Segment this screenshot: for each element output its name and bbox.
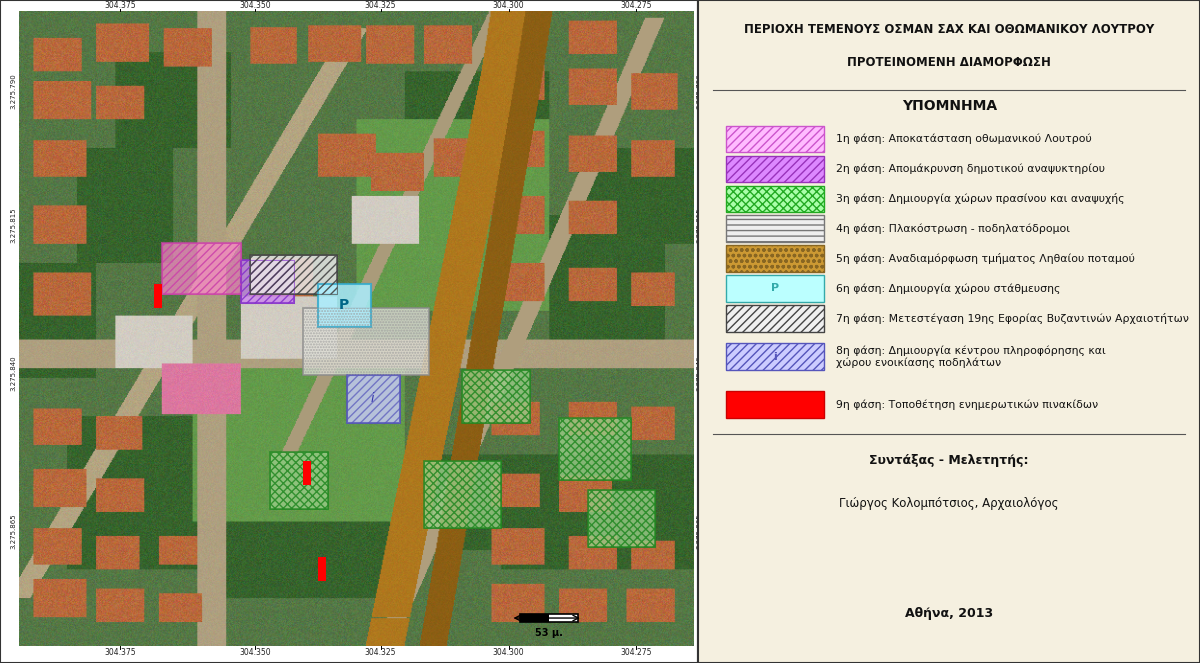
Text: i: i bbox=[371, 392, 374, 406]
Text: 304.350: 304.350 bbox=[240, 648, 271, 656]
Text: 3.275.815: 3.275.815 bbox=[696, 207, 702, 243]
Text: P: P bbox=[338, 298, 349, 312]
Text: 6η φάση: Δημιουργία χώρου στάθμευσης: 6η φάση: Δημιουργία χώρου στάθμευσης bbox=[836, 283, 1061, 294]
Bar bbox=[559, 418, 631, 480]
Bar bbox=[462, 370, 530, 423]
Text: Αθήνα, 2013: Αθήνα, 2013 bbox=[905, 607, 994, 620]
Bar bbox=[154, 284, 162, 308]
Bar bbox=[726, 343, 823, 370]
Bar bbox=[424, 461, 500, 528]
Bar bbox=[726, 186, 823, 212]
Bar bbox=[520, 614, 578, 622]
Text: 304.275: 304.275 bbox=[620, 648, 652, 656]
Text: 3.275.815: 3.275.815 bbox=[11, 207, 17, 243]
Bar bbox=[588, 490, 655, 547]
Bar bbox=[726, 215, 823, 242]
Text: 5η φάση: Αναδιαμόρφωση τμήματος Ληθαίου ποταμού: 5η φάση: Αναδιαμόρφωση τμήματος Ληθαίου … bbox=[836, 253, 1135, 264]
Bar bbox=[559, 418, 631, 480]
Bar bbox=[424, 461, 500, 528]
Text: P: P bbox=[770, 283, 779, 294]
Text: i: i bbox=[773, 351, 776, 362]
Text: ΥΠΟΜΝΗΜΑ: ΥΠΟΜΝΗΜΑ bbox=[901, 99, 997, 113]
Text: ΠΡΟΤΕΙΝΟΜΕΝΗ ΔΙΑΜΟΡΦΩΣΗ: ΠΡΟΤΕΙΝΟΜΕΝΗ ΔΙΑΜΟΡΦΩΣΗ bbox=[847, 56, 1051, 70]
Bar bbox=[251, 255, 337, 294]
Text: 304.350: 304.350 bbox=[240, 1, 271, 9]
Bar bbox=[162, 243, 241, 294]
Text: 304.325: 304.325 bbox=[365, 1, 396, 9]
Bar bbox=[588, 490, 655, 547]
Text: 3.275.840: 3.275.840 bbox=[696, 355, 702, 391]
Bar bbox=[347, 375, 400, 423]
Bar bbox=[270, 452, 328, 509]
Bar bbox=[726, 215, 823, 242]
Bar bbox=[162, 243, 241, 294]
Bar bbox=[520, 614, 550, 622]
Bar bbox=[318, 284, 371, 328]
Text: 3.275.865: 3.275.865 bbox=[696, 513, 702, 549]
Text: 4η φάση: Πλακόστρωση - ποδηλατόδρομοι: 4η φάση: Πλακόστρωση - ποδηλατόδρομοι bbox=[836, 223, 1070, 234]
Text: 8η φάση: Δημιουργία κέντρου πληροφόρησης και
χώρου ενοικίασης ποδηλάτων: 8η φάση: Δημιουργία κέντρου πληροφόρησης… bbox=[836, 345, 1106, 368]
Bar bbox=[304, 461, 311, 485]
Text: 3.275.790: 3.275.790 bbox=[11, 73, 17, 109]
Bar bbox=[726, 305, 823, 332]
Bar bbox=[726, 343, 823, 370]
Bar bbox=[347, 375, 400, 423]
Bar bbox=[726, 156, 823, 182]
Text: 304.375: 304.375 bbox=[104, 648, 137, 656]
Bar bbox=[318, 557, 325, 581]
Text: 7η φάση: Μετεστέγαση 19ης Εφορίας Βυζαντινών Αρχαιοτήτων: 7η φάση: Μετεστέγαση 19ης Εφορίας Βυζαντ… bbox=[836, 313, 1189, 324]
Text: 3.275.865: 3.275.865 bbox=[11, 513, 17, 549]
Text: 3.275.790: 3.275.790 bbox=[696, 73, 702, 109]
Bar bbox=[304, 308, 428, 375]
Text: 304.325: 304.325 bbox=[365, 648, 396, 656]
Text: 9η φάση: Τοποθέτηση ενημερωτικών πινακίδων: 9η φάση: Τοποθέτηση ενημερωτικών πινακίδ… bbox=[836, 399, 1098, 410]
Bar bbox=[726, 245, 823, 272]
Text: 304.375: 304.375 bbox=[104, 1, 137, 9]
Bar bbox=[462, 370, 530, 423]
Bar bbox=[726, 275, 823, 302]
Bar bbox=[726, 126, 823, 152]
Bar bbox=[726, 391, 823, 418]
Bar bbox=[726, 156, 823, 182]
Text: Γιώργος Κολομπότσιος, Αρχαιολόγος: Γιώργος Κολομπότσιος, Αρχαιολόγος bbox=[840, 497, 1058, 511]
Text: 3.275.840: 3.275.840 bbox=[11, 355, 17, 391]
Bar bbox=[241, 260, 294, 303]
Text: 53 μ.: 53 μ. bbox=[535, 628, 563, 638]
Text: 2η φάση: Απομάκρυνση δημοτικού αναψυκτηρίου: 2η φάση: Απομάκρυνση δημοτικού αναψυκτηρ… bbox=[836, 164, 1105, 174]
Bar bbox=[726, 126, 823, 152]
Text: ΠΕΡΙΟΧΗ ΤΕΜΕΝΟΥΣ ΟΣΜΑΝ ΣΑΧ ΚΑΙ ΟΘΩΜΑΝΙΚΟΥ ΛΟΥΤΡΟΥ: ΠΕΡΙΟΧΗ ΤΕΜΕΝΟΥΣ ΟΣΜΑΝ ΣΑΧ ΚΑΙ ΟΘΩΜΑΝΙΚΟ… bbox=[744, 23, 1154, 36]
Bar bbox=[726, 245, 823, 272]
Bar bbox=[726, 186, 823, 212]
Text: 3η φάση: Δημιουργία χώρων πρασίνου και αναψυχής: 3η φάση: Δημιουργία χώρων πρασίνου και α… bbox=[836, 194, 1124, 204]
Text: 304.300: 304.300 bbox=[493, 1, 524, 9]
Bar bbox=[304, 308, 428, 375]
Bar bbox=[270, 452, 328, 509]
Bar bbox=[251, 255, 337, 294]
Text: 1η φάση: Αποκατάσταση οθωμανικού Λουτρού: 1η φάση: Αποκατάσταση οθωμανικού Λουτρού bbox=[836, 134, 1092, 145]
Text: Συντάξας - Μελετητής:: Συντάξας - Μελετητής: bbox=[870, 454, 1028, 467]
Bar bbox=[241, 260, 294, 303]
Text: 304.275: 304.275 bbox=[620, 1, 652, 9]
Bar bbox=[726, 305, 823, 332]
Text: 304.300: 304.300 bbox=[493, 648, 524, 656]
